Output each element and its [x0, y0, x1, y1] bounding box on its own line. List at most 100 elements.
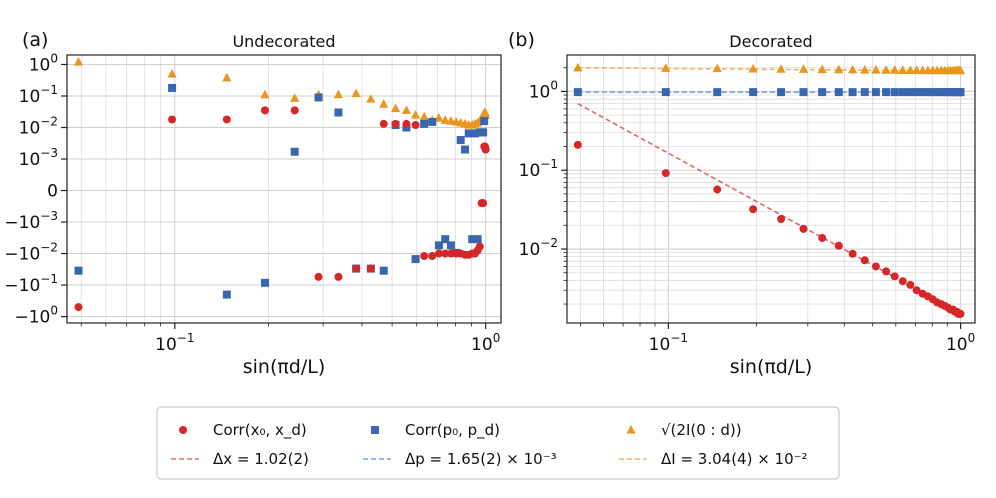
- panel-b-triangle-point: [955, 65, 966, 75]
- panel-a-square-point: [168, 83, 177, 92]
- panel-a-triangle-point: [260, 89, 270, 99]
- panel-b-triangle-point: [905, 65, 915, 74]
- panel-b-square-point: [928, 88, 937, 97]
- panel-b-square-point: [912, 88, 921, 97]
- panel-b-xtick-label: 100: [946, 331, 975, 355]
- panel-a-title: Undecorated: [232, 32, 335, 51]
- legend-label: Corr(p₀, p_d): [405, 421, 500, 440]
- panel-b-triangle-point: [912, 65, 922, 74]
- panel-a-square-point: [468, 235, 477, 244]
- legend-label: Corr(x₀, x_d): [213, 421, 307, 440]
- panel-b-triangle-point: [748, 63, 758, 73]
- panel-a-circle-point: [411, 121, 420, 130]
- panel-b-square-point: [860, 88, 869, 97]
- panel-a-square-point: [434, 241, 443, 250]
- panel-b-ytick-label: 100: [529, 78, 558, 102]
- panel-a-square-point: [464, 129, 473, 138]
- panel-b-square-point: [777, 88, 786, 97]
- panel-a-triangle-point: [73, 56, 84, 66]
- panel-b-circle-point: [799, 224, 808, 233]
- panel-a-square-point: [334, 108, 343, 117]
- panel-b-square-point: [882, 88, 891, 97]
- panel-b-xlabel: sin(πd/L): [730, 356, 813, 378]
- panel-a-triangle-point: [333, 89, 344, 99]
- panel-b: 10−1 100 100 10−1 10−2 (b) Decorated sin(πd/…: [508, 29, 976, 378]
- panel-a-ticks: 10−1 100 100 10−1 10−2 10−3 0 −10−3 −10−2 −10−1 −1…: [4, 51, 500, 355]
- panel-a-circle-point: [334, 272, 343, 281]
- panel-b-title: Decorated: [729, 32, 812, 51]
- panel-b-square-point: [749, 88, 758, 97]
- panel-a-circle-point: [74, 303, 83, 312]
- panel-a-circle-point: [222, 115, 231, 124]
- panel-b-xtick-label: 10−1: [649, 331, 688, 355]
- panel-b-circle-point: [912, 286, 921, 295]
- panel-b-circle-point: [818, 233, 827, 242]
- panel-a-square-point: [441, 235, 450, 244]
- panel-b-marks: [573, 62, 966, 318]
- panel-a-triangle-point: [351, 88, 361, 98]
- panel-b-ytick-label: 10−1: [519, 157, 558, 181]
- panel-a-ytick-label: −10−3: [4, 209, 58, 233]
- panel-a-triangle-point: [480, 109, 491, 119]
- panel-a-circle-point: [481, 145, 490, 154]
- legend-label: Δx = 1.02(2): [213, 450, 309, 468]
- panel-b-triangle-point: [860, 65, 870, 74]
- panel-b-letter: (b): [508, 29, 535, 51]
- panel-b-circle-point: [749, 205, 758, 214]
- panel-a-square-point: [379, 266, 388, 275]
- panel-b-triangle-point: [817, 64, 827, 74]
- panel-a-ytick-label: −100: [14, 304, 58, 328]
- panel-b-circle-point: [777, 215, 786, 224]
- panel-a-square-point: [456, 136, 465, 145]
- panel-a-triangle-point: [419, 111, 429, 121]
- legend-label: ΔI = 3.04(4) × 10⁻²: [661, 450, 808, 468]
- panel-a-triangle-point: [222, 72, 232, 82]
- panel-a-circle-point: [168, 115, 177, 124]
- panel-b-square-point: [848, 88, 857, 97]
- panel-a-ytick-label: −10−1: [4, 272, 58, 296]
- panel-a-square-point: [411, 255, 420, 264]
- panel-a-ytick-label: 10−2: [19, 115, 58, 139]
- panel-b-triangle-point: [881, 65, 891, 74]
- legend-label: Δp = 1.65(2) × 10⁻³: [405, 450, 557, 468]
- panel-b-circle-point: [906, 280, 915, 289]
- panel-b-square-point: [956, 88, 965, 97]
- panel-a-circle-point: [391, 119, 400, 128]
- panel-b-triangle-point: [834, 64, 844, 74]
- panel-b-frame: [566, 54, 976, 324]
- panel-a-xtick-label: 100: [471, 331, 500, 355]
- panel-b-square-point: [713, 88, 722, 97]
- panel-a-circle-point: [352, 264, 361, 273]
- panel-b-circle-point: [898, 277, 907, 286]
- panel-a-frame: [66, 54, 502, 324]
- panel-a-triangle-point: [366, 94, 376, 103]
- panel-a-square-point: [314, 93, 323, 102]
- legend-label: √(2I(0 : d)): [661, 421, 742, 439]
- panel-b-triangle-point: [712, 63, 722, 73]
- panel-a-square-point: [471, 129, 480, 138]
- panel-a-square-point: [290, 147, 299, 156]
- panel-b-square-point: [818, 88, 827, 97]
- panel-b-triangle-point: [871, 65, 881, 74]
- panel-a-triangle-point: [434, 113, 444, 122]
- panel-a-triangle-point: [167, 68, 177, 78]
- panel-a-square-point: [222, 290, 231, 299]
- panel-b-square-point: [661, 88, 670, 97]
- panel-a-square-point: [260, 278, 269, 287]
- panel-a-xlabel: sin(πd/L): [243, 356, 326, 378]
- legend-marker-circle: [179, 426, 187, 434]
- panel-a-circle-point: [366, 264, 375, 273]
- panel-a-square-point: [420, 119, 429, 128]
- panel-a-circle-point: [379, 119, 388, 128]
- panel-a-square-point: [74, 266, 83, 275]
- panel-b-square-point: [906, 88, 915, 97]
- panel-a-square-point: [480, 117, 489, 126]
- panel-a-triangle-point: [440, 115, 450, 124]
- panel-b-triangle-point: [661, 63, 671, 72]
- panel-b-circle-point: [890, 272, 899, 281]
- panel-b-circle-point: [573, 140, 582, 149]
- panel-b-triangle-point: [898, 65, 908, 74]
- panel-a-triangle-point: [290, 93, 300, 102]
- panel-a-circle-point: [420, 252, 429, 261]
- legend: Corr(x₀, x_d) Corr(p₀, p_d) √(2I(0 : d)) Δx…: [156, 406, 840, 480]
